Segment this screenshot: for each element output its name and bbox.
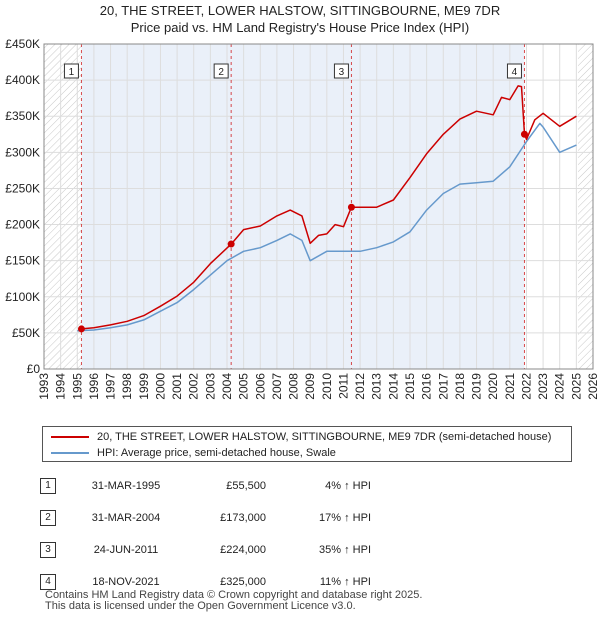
transaction-point [520, 130, 528, 138]
transaction-date: 31-MAR-1995 [91, 480, 161, 492]
y-tick-label: £150K [5, 254, 40, 268]
legend-item-hpi: HPI: Average price, semi-detached house,… [51, 445, 336, 461]
x-tick-label: 2013 [370, 373, 384, 400]
x-tick-label: 1994 [54, 373, 68, 400]
legend-label-property: 20, THE STREET, LOWER HALSTOW, SITTINGBO… [97, 431, 552, 443]
transaction-point [227, 240, 235, 248]
transaction-hpi: 4% ↑ HPI [325, 480, 371, 492]
transaction-label-text: 4 [512, 67, 518, 78]
legend-swatch-property [51, 436, 89, 438]
x-tick-label: 2004 [220, 373, 234, 400]
chart-title: 20, THE STREET, LOWER HALSTOW, SITTINGBO… [99, 3, 501, 18]
x-tick-label: 1996 [87, 373, 101, 400]
transaction-badge: 2 [40, 510, 56, 526]
hpi-line [77, 122, 577, 332]
transaction-point [77, 325, 85, 333]
x-tick-label: 1997 [104, 373, 118, 400]
x-tick-label: 2005 [237, 373, 251, 400]
x-tick-label: 2000 [153, 373, 167, 400]
x-tick-label: 1995 [70, 373, 84, 400]
transaction-label-box [333, 63, 349, 79]
transaction-label-text: 1 [69, 67, 75, 78]
transaction-price: £55,500 [226, 480, 266, 492]
x-tick-label: 2026 [586, 373, 600, 400]
period-band [81, 44, 232, 369]
table-row: 2 31-MAR-2004 £173,000 17% ↑ HPI [40, 502, 371, 534]
x-tick-label: 2011 [336, 373, 350, 399]
transaction-price: £224,000 [220, 544, 266, 556]
legend: 20, THE STREET, LOWER HALSTOW, SITTINGBO… [42, 426, 572, 462]
x-tick-label: 2012 [353, 373, 367, 400]
transaction-price: £173,000 [220, 512, 266, 524]
x-tick-label: 2016 [420, 373, 434, 400]
x-tick-label: 2018 [453, 373, 467, 400]
y-tick-label: £100K [5, 290, 40, 304]
transaction-badge: 1 [40, 478, 56, 494]
hatched-region-1 [578, 44, 593, 369]
x-tick-label: 2007 [270, 373, 284, 400]
y-tick-label: £50K [12, 326, 40, 340]
x-tick-label: 2025 [569, 373, 583, 400]
transaction-hpi: 35% ↑ HPI [319, 544, 371, 556]
x-tick-label: 2020 [486, 373, 500, 400]
footer-copyright: Contains HM Land Registry data © Crown c… [45, 589, 423, 601]
transaction-hpi: 17% ↑ HPI [319, 512, 371, 524]
y-tick-label: £200K [5, 218, 40, 232]
x-tick-label: 2014 [386, 373, 400, 400]
legend-item-property: 20, THE STREET, LOWER HALSTOW, SITTINGBO… [51, 429, 551, 445]
y-tick-label: £250K [5, 181, 40, 195]
x-tick-label: 2008 [287, 373, 301, 400]
footer-license: This data is licensed under the Open Gov… [45, 600, 356, 612]
period-band [351, 44, 525, 369]
transaction-hpi: 11% ↑ HPI [319, 576, 371, 588]
hatched-region-0 [44, 44, 82, 369]
y-tick-label: £0 [27, 362, 41, 376]
transaction-point [347, 203, 355, 211]
table-row: 3 24-JUN-2011 £224,000 35% ↑ HPI [40, 534, 371, 566]
period-band [231, 44, 352, 369]
transaction-label-text: 2 [218, 67, 224, 78]
transactions-table: 1 31-MAR-1995 £55,500 4% ↑ HPI 2 31-MAR-… [40, 470, 371, 598]
y-tick-label: £400K [5, 73, 40, 87]
transaction-badge: 3 [40, 542, 56, 558]
transaction-label-box [213, 63, 229, 79]
transaction-label-box [63, 63, 79, 79]
x-tick-label: 2001 [170, 373, 184, 400]
y-tick-label: £450K [5, 37, 40, 51]
transaction-badge: 4 [40, 574, 56, 590]
x-tick-label: 2021 [503, 373, 517, 400]
legend-swatch-hpi [51, 452, 89, 454]
transaction-price: £325,000 [220, 576, 266, 588]
x-tick-label: 2009 [303, 373, 317, 400]
transaction-label-text: 3 [339, 67, 345, 78]
table-row: 4 18-NOV-2021 £325,000 11% ↑ HPI [40, 566, 371, 598]
x-tick-label: 2010 [320, 373, 334, 400]
chart-subtitle: Price paid vs. HM Land Registry's House … [130, 20, 470, 35]
x-tick-label: 2017 [436, 373, 450, 400]
plot-frame [43, 43, 594, 370]
x-tick-label: 2023 [536, 373, 550, 400]
footer: Contains HM Land Registry data © Crown c… [45, 590, 422, 612]
table-row: 1 31-MAR-1995 £55,500 4% ↑ HPI [40, 470, 371, 502]
x-tick-label: 2024 [553, 373, 567, 400]
x-tick-label: 2002 [187, 373, 201, 400]
x-tick-label: 1998 [120, 373, 134, 400]
transaction-label-box [506, 63, 522, 79]
x-tick-label: 1993 [37, 373, 51, 400]
legend-label-hpi: HPI: Average price, semi-detached house,… [97, 447, 336, 459]
x-tick-label: 1999 [137, 373, 151, 400]
x-tick-label: 2006 [253, 373, 267, 400]
x-tick-label: 2019 [470, 373, 484, 400]
y-tick-label: £300K [5, 145, 40, 159]
y-tick-label: £350K [5, 109, 40, 123]
transaction-date: 24-JUN-2011 [93, 544, 159, 556]
price-chart: £0 £50K £100K £150K £200K £250K £300K £350K £400… [5, 37, 600, 400]
transaction-date: 18-NOV-2021 [92, 576, 160, 588]
x-tick-label: 2022 [519, 373, 533, 400]
x-tick-label: 2015 [403, 373, 417, 400]
x-tick-label: 2003 [203, 373, 217, 400]
transaction-date: 31-MAR-2004 [91, 512, 161, 524]
